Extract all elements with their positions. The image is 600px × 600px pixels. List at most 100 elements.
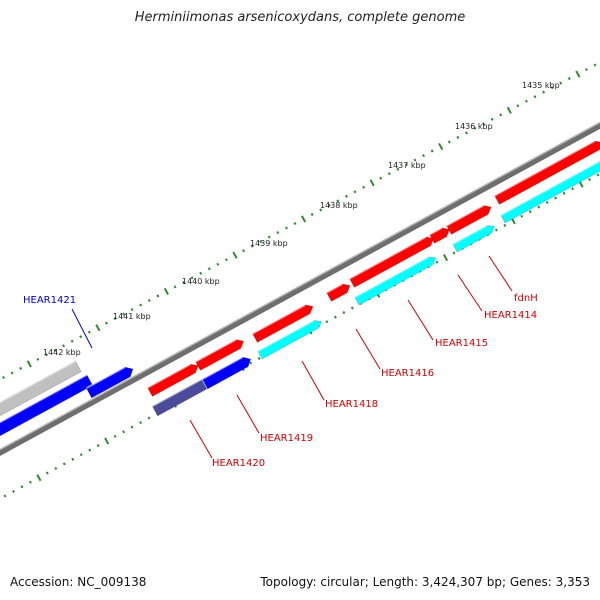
gene-label-hear1420[interactable]: HEAR1420 — [212, 458, 265, 469]
ruler-inner-minor-tick — [537, 205, 541, 209]
gene-arrow-reverse-b-highlight — [201, 356, 244, 381]
ruler-inner-minor-tick — [435, 260, 439, 264]
ruler-outer-minor-tick — [62, 344, 66, 348]
ruler-outer-minor-tick — [584, 67, 588, 72]
ruler-outer-major-tick — [575, 70, 581, 78]
ruler-outer-minor-tick — [44, 353, 48, 357]
ruler-inner-minor-tick — [122, 430, 126, 434]
ruler-inner-minor-tick — [147, 416, 151, 420]
ruler-outer-minor-tick — [499, 113, 503, 117]
ruler-outer-minor-tick — [422, 154, 426, 158]
ruler-outer-minor-tick — [362, 185, 366, 189]
label-leader-line — [407, 299, 434, 341]
ruler-inner-minor-tick — [88, 448, 92, 452]
ruler-outer-major-tick — [438, 142, 444, 151]
ruler-inner-major-tick — [104, 437, 110, 445]
ruler-outer-minor-tick — [207, 267, 211, 271]
ruler-inner-minor-tick — [554, 196, 558, 200]
ruler-outer-minor-tick — [276, 231, 280, 235]
ruler-outer-minor-tick — [430, 149, 434, 153]
ruler-outer-minor-tick — [516, 104, 520, 108]
map-title: Herminiimonas arsenicoxydans, complete g… — [134, 10, 466, 25]
ruler-outer-minor-tick — [533, 95, 537, 99]
gene-label-hear1418[interactable]: HEAR1418 — [325, 399, 378, 410]
ruler-inner-minor-tick — [54, 466, 58, 471]
ruler-inner-minor-tick — [71, 457, 75, 461]
ruler-outer-minor-tick — [190, 276, 194, 280]
ruler-outer-minor-tick — [267, 235, 271, 239]
cds-arrow-hear1416-highlight — [354, 255, 430, 298]
ruler-outer-minor-tick — [447, 140, 451, 144]
label-leader-line — [71, 308, 93, 349]
ruler-outer-minor-tick — [310, 212, 314, 216]
ruler-label: 1438 kbp — [320, 201, 358, 210]
ruler-outer-minor-tick — [456, 135, 460, 139]
gene-label-fdnh[interactable]: fdnH — [514, 293, 538, 304]
ruler-outer-minor-tick — [336, 199, 340, 203]
ruler-inner-minor-tick — [28, 480, 32, 484]
gene-label-hear1421[interactable]: HEAR1421 — [23, 295, 76, 306]
ruler-outer-minor-tick — [199, 271, 203, 275]
ruler-inner-minor-tick — [249, 361, 253, 365]
gene-arrow-hear1414-highlight — [446, 204, 484, 227]
ruler-outer-minor-tick — [53, 348, 57, 352]
ruler-inner-minor-tick — [139, 421, 142, 425]
ruler-inner-minor-tick — [571, 187, 575, 191]
ruler-outer-minor-tick — [567, 77, 571, 81]
gene-label-hear1416[interactable]: HEAR1416 — [381, 368, 434, 379]
topology-text: Topology: circular; Length: 3,424,307 bp… — [260, 575, 590, 589]
ruler-label: 1439 kbp — [250, 239, 288, 248]
gene-arrow-hear1420-highlight — [147, 363, 192, 389]
gene-arrow-reverse-pseudo-highlight — [151, 378, 203, 408]
label-leaders — [71, 255, 513, 459]
label-leader-line — [236, 394, 260, 434]
ruler-inner-minor-tick — [325, 320, 329, 324]
gene-label-hear1414[interactable]: HEAR1414 — [484, 310, 537, 321]
ruler-outer-minor-tick — [559, 81, 563, 85]
label-leader-line — [457, 274, 483, 312]
ruler-inner-minor-tick — [12, 489, 15, 493]
ruler-outer-minor-tick — [250, 244, 254, 248]
ruler-label: 1437 kbp — [388, 161, 426, 170]
ruler-outer-minor-tick — [79, 335, 83, 339]
ruler-outer-minor-tick — [524, 99, 528, 103]
ruler-outer-minor-tick — [413, 158, 417, 162]
cds-arrow-fdnh-highlight — [500, 159, 600, 216]
ruler-inner-minor-tick — [528, 210, 532, 214]
ruler-inner-major-tick — [36, 474, 42, 482]
ruler-inner-minor-tick — [62, 462, 66, 466]
ruler-outer-minor-tick — [327, 203, 331, 207]
ruler-outer-minor-tick — [593, 63, 597, 67]
ruler-outer-minor-tick — [490, 117, 494, 121]
ruler-outer-minor-tick — [550, 86, 554, 90]
ruler-outer-track — [2, 63, 597, 380]
cds-arrow-hear1414-highlight — [452, 224, 488, 245]
ruler-labels: 1435 kbp 1436 kbp 1437 kbp 1438 kbp 1439 kbp… — [43, 81, 560, 357]
gene-label-hear1415[interactable]: HEAR1415 — [435, 338, 488, 349]
cds-arrow-hear1418-highlight — [257, 319, 315, 352]
ruler-inner-minor-tick — [452, 251, 456, 255]
ruler-inner-major-tick — [442, 253, 449, 262]
ruler-label: 1441 kbp — [113, 312, 151, 321]
ruler-outer-minor-tick — [404, 163, 408, 167]
ruler-outer-major-tick — [232, 251, 238, 259]
ruler-outer-minor-tick — [353, 190, 357, 194]
ruler-outer-minor-tick — [473, 126, 477, 130]
ruler-outer-minor-tick — [396, 167, 400, 171]
gene-arrow-hear1417-highlight — [326, 283, 343, 294]
ruler-outer-minor-tick — [293, 221, 297, 226]
ruler-inner-minor-tick — [588, 178, 591, 182]
ruler-outer-minor-tick — [482, 122, 486, 126]
gene-arrow-reverse-gray-highlight — [0, 360, 76, 404]
accession-text: Accession: NC_009138 — [10, 575, 147, 589]
gene-label-hear1419[interactable]: HEAR1419 — [260, 433, 313, 444]
ruler-outer-minor-tick — [216, 262, 220, 266]
ruler-outer-minor-tick — [319, 208, 323, 212]
gene-arrow-hear1421-highlight — [85, 366, 126, 390]
ruler-outer-major-tick — [506, 106, 512, 114]
ruler-outer-minor-tick — [104, 321, 108, 325]
gene-arrow-reverse-a-highlight — [0, 373, 88, 424]
ruler-outer-minor-tick — [10, 371, 14, 375]
ruler-inner-minor-tick — [130, 425, 134, 429]
